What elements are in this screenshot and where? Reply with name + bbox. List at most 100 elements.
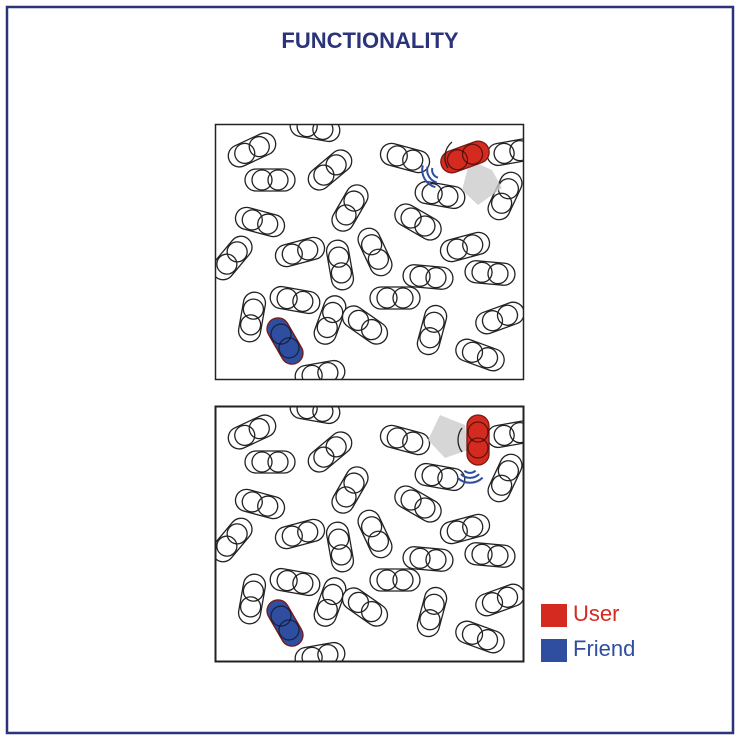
car (416, 586, 448, 638)
car-wheel (360, 234, 383, 256)
car-wheel (437, 185, 459, 208)
parking-panel-2 (216, 407, 523, 661)
car (216, 517, 253, 563)
car-wheel (461, 623, 484, 645)
car-wheel (234, 142, 256, 165)
car (331, 184, 369, 232)
car-wheel (414, 497, 436, 519)
car-wheel (234, 424, 256, 447)
car-body (331, 466, 369, 514)
car (464, 542, 516, 568)
car-wheel (281, 525, 303, 547)
car-wheel (276, 569, 298, 592)
car (274, 236, 326, 268)
car-body (307, 149, 353, 191)
car-wheel (446, 520, 468, 542)
car (357, 509, 393, 559)
car-wheel (476, 629, 499, 651)
car-wheel (446, 149, 469, 171)
title: FUNCTIONALITY (281, 28, 459, 53)
car-wheel (446, 238, 468, 260)
car-wheel (242, 580, 265, 602)
car-wheel (335, 486, 357, 508)
car (475, 583, 523, 617)
legend: User Friend (541, 601, 635, 662)
legend-swatch (541, 604, 567, 627)
car-wheel (376, 569, 398, 591)
car-wheel (409, 265, 431, 287)
car-body (289, 407, 341, 425)
car-body (341, 305, 389, 345)
car-wheel (316, 598, 338, 621)
car-wheel (216, 535, 238, 557)
car-wheel (487, 545, 509, 567)
car-body (244, 168, 296, 192)
car (357, 227, 393, 277)
car-body (455, 338, 505, 372)
car-wheel (471, 543, 493, 565)
car-wheel (297, 521, 319, 543)
car-body (394, 203, 442, 241)
car-wheel (360, 318, 383, 341)
car (341, 305, 389, 345)
car-wheel (296, 407, 318, 420)
car-wheel (241, 209, 263, 231)
car (234, 488, 286, 520)
car-wheel (239, 314, 262, 336)
car (244, 450, 296, 474)
car (475, 301, 523, 335)
car-body (237, 573, 267, 625)
car (294, 641, 346, 661)
car (455, 620, 505, 654)
car-wheel (402, 431, 424, 453)
car-body (325, 239, 355, 291)
car-wheel (493, 142, 515, 165)
car-wheel (301, 364, 323, 379)
car-body (394, 485, 442, 523)
car (234, 206, 286, 238)
car-wheel (490, 192, 513, 214)
car-body (325, 521, 355, 573)
car (269, 567, 321, 597)
car-wheel (347, 309, 370, 332)
car-wheel (490, 474, 513, 496)
car-wheel (292, 290, 314, 313)
legend-label: Friend (573, 636, 635, 661)
car (379, 142, 431, 174)
car-wheel (400, 207, 422, 229)
car (487, 453, 523, 503)
car-body (455, 620, 505, 654)
colored-car (466, 414, 490, 466)
car-wheel (471, 261, 493, 283)
car-wheel (461, 341, 484, 363)
car (325, 239, 355, 291)
car-wheel (462, 516, 484, 538)
car (313, 295, 347, 345)
car-wheel (509, 421, 523, 444)
car-wheel (270, 323, 292, 345)
car-wheel (400, 489, 422, 511)
car (331, 466, 369, 514)
car-wheel (327, 246, 350, 268)
car-body (313, 295, 347, 345)
car-body (341, 587, 389, 627)
rotation-arrow (457, 427, 463, 453)
car-wheel (316, 316, 338, 339)
car-wheel (462, 234, 484, 256)
car (227, 414, 277, 450)
car-body (464, 260, 516, 286)
car-wheel (276, 287, 298, 310)
car-wheel (325, 154, 347, 176)
car-wheel (509, 139, 523, 162)
car-wheel (496, 586, 519, 608)
car-wheel (487, 263, 509, 285)
car-wheel (248, 135, 270, 158)
car-wheel (325, 436, 347, 458)
car-wheel (327, 528, 350, 550)
car-body (289, 125, 341, 143)
car (237, 291, 267, 343)
car-body (369, 286, 421, 310)
view-cone (462, 160, 502, 205)
car-wheel (239, 596, 262, 618)
